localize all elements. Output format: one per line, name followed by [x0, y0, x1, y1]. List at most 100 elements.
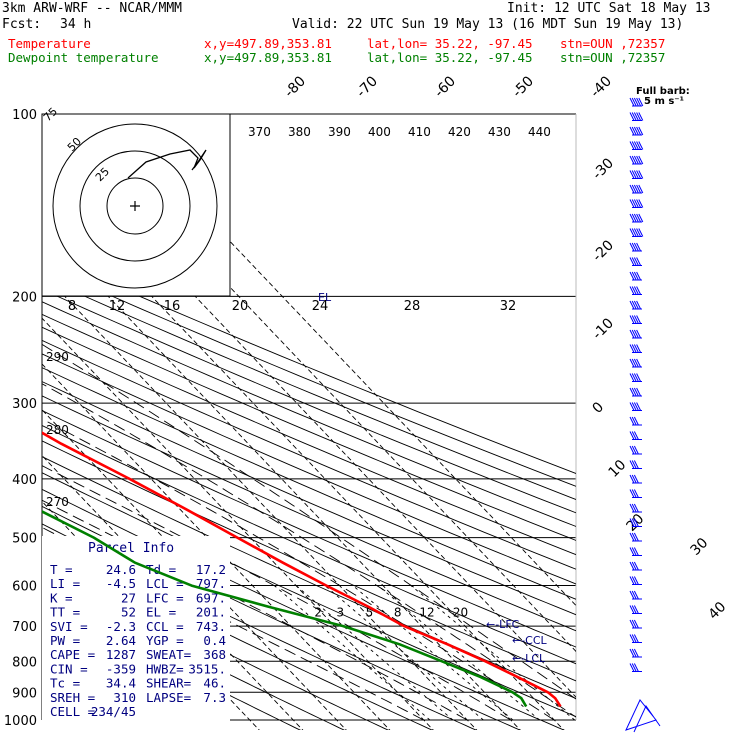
mixing-ratio-label: 3 — [336, 606, 344, 620]
parcel-info-value: 27 — [121, 590, 136, 605]
theta-label: 400 — [368, 125, 391, 139]
wind-barb — [629, 576, 642, 585]
parcel-info-label: CCL = — [146, 619, 184, 634]
wind-barb — [629, 184, 644, 194]
isotherm-line — [0, 114, 1, 733]
isotherm-line — [42, 134, 576, 698]
wind-barb — [629, 561, 642, 571]
dry-adiabat-line — [42, 456, 576, 700]
dewpoint-profile-line — [42, 510, 528, 708]
dry-adiabat-line — [42, 440, 576, 682]
moist-adiabat-line — [42, 418, 555, 721]
parcel-info-value: 368 — [203, 647, 226, 662]
parcel-info-label: CELL = — [50, 704, 95, 719]
isotherm-label: -70 — [354, 73, 381, 100]
parcel-info-label: CAPE = — [50, 647, 95, 662]
mixing-ratio-label: 12 — [419, 606, 434, 620]
mixing-ratio-line — [274, 585, 431, 721]
hodograph-speed-label: 20 — [232, 299, 249, 314]
dry-adiabat-line — [42, 472, 576, 718]
hodograph-box — [41, 113, 231, 297]
wind-barb — [629, 663, 642, 672]
isotherm-line — [42, 180, 565, 730]
hodograph-trace — [127, 149, 207, 179]
wind-barb — [629, 358, 642, 368]
theta-label: 430 — [488, 125, 511, 139]
barb-legend-value: 5 m s⁻¹ — [644, 96, 684, 107]
wind-barb — [629, 271, 642, 281]
pressure-tick-label: 700 — [12, 620, 37, 635]
mixing-ratio-label: 5 — [366, 606, 374, 620]
wind-barb — [629, 532, 642, 542]
wind-barb — [629, 605, 642, 614]
parcel-info-value: -359 — [106, 661, 136, 676]
parcel-info-value: 24.6 — [106, 562, 136, 577]
wind-barb — [629, 460, 642, 469]
parcel-info-value: 7.3 — [203, 690, 226, 705]
isotherm-label: 20 — [624, 511, 648, 535]
parcel-info-value: 17.2 — [196, 562, 226, 577]
dry-adiabat-line — [42, 288, 576, 514]
moist-adiabat-line — [42, 383, 576, 718]
parcel-info-value: 34.4 — [106, 676, 136, 691]
theta-label: 390 — [328, 125, 351, 139]
mixing-ratio-label: 8 — [394, 606, 402, 620]
parcel-info-value: 52 — [121, 605, 136, 620]
dry-adiabat-line — [42, 425, 576, 665]
level-marker-ccl: ←-CCL — [512, 634, 548, 647]
wind-barb — [629, 199, 644, 208]
wind-barb — [629, 126, 644, 136]
wind-barb — [629, 619, 642, 629]
parcel-info-value: -4.5 — [106, 576, 136, 591]
isotherm-line — [108, 114, 576, 607]
isotherm-line — [42, 729, 43, 730]
hodograph-ring — [52, 123, 218, 289]
parcel-info-value: 46. — [203, 676, 226, 691]
wind-barb — [629, 170, 644, 179]
isotherm-label: -50 — [510, 73, 537, 100]
mixing-ratio-line — [377, 585, 540, 721]
parcel-info-value: 234/45 — [91, 704, 136, 719]
wind-barb — [629, 213, 644, 223]
wind-barb — [629, 634, 642, 643]
temperature-xy: x,y=497.89,353.81 — [204, 36, 332, 51]
parcel-info-value: 0.4 — [203, 633, 226, 648]
dry-adiabat-line — [42, 353, 576, 585]
dry-adiabat-line — [42, 381, 576, 616]
parcel-info-value: 3515. — [188, 661, 226, 676]
dry-adiabat-line — [42, 276, 576, 500]
parcel-info-label: SWEAT= — [146, 647, 191, 662]
parcel-info-label: CIN = — [50, 661, 88, 676]
pressure-tick-label: 1000 — [4, 714, 37, 729]
wind-barb — [629, 300, 642, 310]
wind-barb — [629, 344, 642, 353]
forecast-hour: 34 h — [60, 17, 92, 32]
dry-adiabat-line — [42, 313, 576, 541]
wind-barb — [629, 474, 642, 484]
dry-adiabat-line — [42, 410, 576, 648]
dry-adiabat-line — [42, 367, 576, 600]
pressure-tick-label: 800 — [12, 655, 37, 670]
hodograph-speed-label: 24 — [312, 299, 329, 314]
parcel-info-label: T = — [50, 562, 73, 577]
theta-label: 290 — [46, 350, 69, 364]
isotherm-label: -10 — [590, 315, 617, 342]
dewpoint-xy: x,y=497.89,353.81 — [204, 50, 332, 65]
pressure-tick-label: 300 — [12, 397, 37, 412]
theta-label: 380 — [288, 125, 311, 139]
mixing-ratio-line — [324, 585, 484, 721]
isotherm-line — [42, 363, 391, 730]
parcel-info-value: -2.3 — [106, 619, 136, 634]
parcel-info-value: 1287 — [106, 647, 136, 662]
pressure-tick-label: 500 — [12, 532, 37, 547]
wind-barb — [629, 503, 642, 513]
parcel-info-label: K = — [50, 590, 73, 605]
moist-adiabat-line — [42, 465, 511, 721]
temperature-latlon: lat,lon= 35.22, -97.45 — [367, 36, 533, 51]
isotherm-line — [65, 114, 576, 653]
isotherm-label: -30 — [590, 155, 617, 182]
wind-barb — [629, 590, 642, 600]
parcel-info-label: EL = — [146, 605, 176, 620]
theta-label: 280 — [46, 423, 69, 437]
parcel-info-title: Parcel Info — [88, 541, 174, 556]
